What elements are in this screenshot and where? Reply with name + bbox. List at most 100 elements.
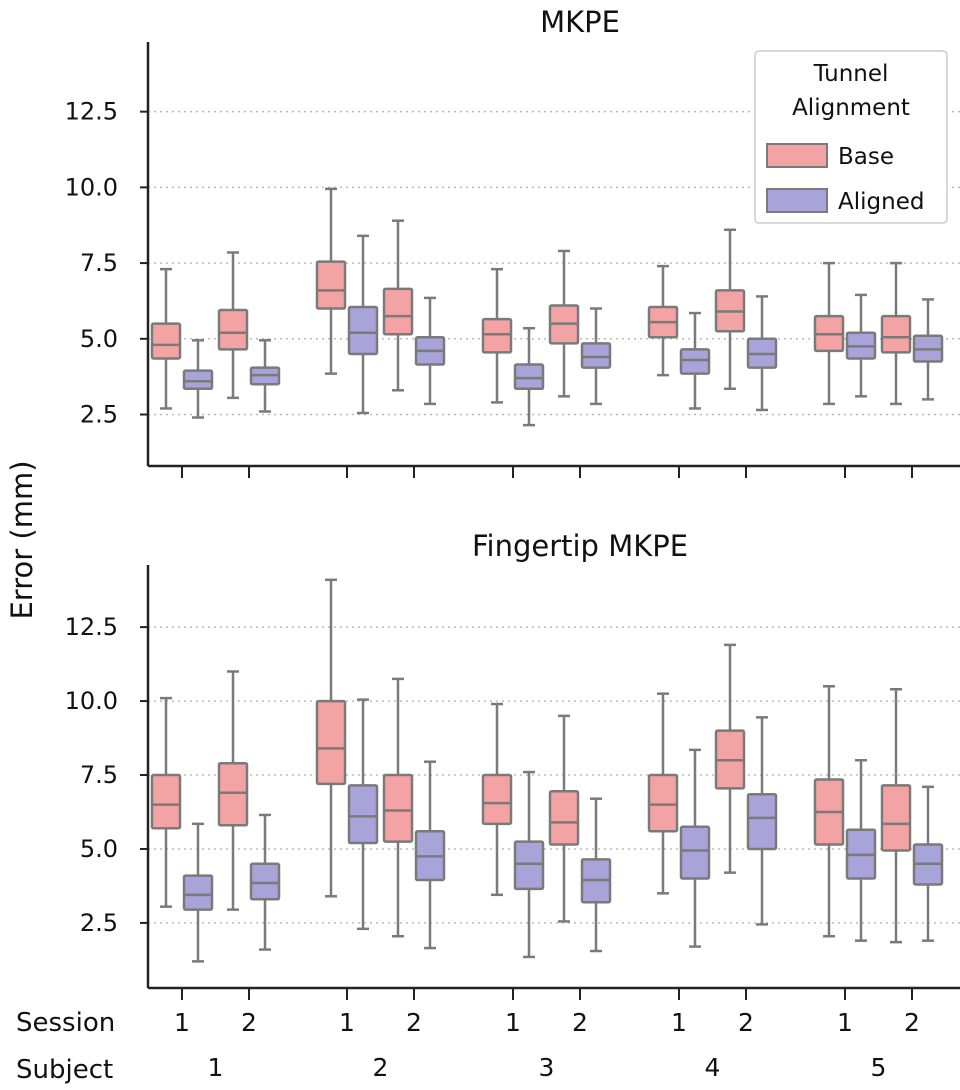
box-aligned [513, 326, 545, 427]
box-aligned [414, 296, 446, 406]
session-label: 1 [837, 1008, 853, 1037]
session-label: 2 [241, 1008, 257, 1037]
box-aligned [249, 813, 281, 951]
box-aligned [580, 307, 612, 406]
box-base [880, 261, 912, 406]
box-aligned [513, 770, 545, 959]
panel-title: MKPE [540, 5, 620, 39]
box-base [813, 261, 845, 406]
box-aligned [845, 293, 877, 398]
box-aligned [182, 339, 214, 419]
box-iqr [580, 342, 612, 369]
legend: Tunnel Alignment Base Aligned [754, 50, 948, 224]
legend-entry-base: Base [838, 144, 894, 170]
legend-entry-aligned: Aligned [838, 189, 924, 215]
subject-label: 1 [208, 1053, 224, 1082]
box-base [647, 692, 679, 895]
box-iqr [347, 305, 379, 356]
box-base [217, 251, 249, 400]
box-iqr [150, 322, 182, 360]
box-aligned [347, 698, 379, 931]
box-iqr [382, 773, 414, 843]
box-iqr [481, 773, 513, 826]
subject-label: 3 [539, 1053, 555, 1082]
box-iqr [182, 369, 214, 391]
box-iqr [880, 784, 912, 852]
panel-title: Fingertip MKPE [472, 529, 688, 563]
box-base [647, 264, 679, 377]
session-label: 1 [505, 1008, 521, 1037]
y-tick-label: 2.5 [80, 909, 118, 937]
box-iqr [249, 862, 281, 901]
session-label: 2 [572, 1008, 588, 1037]
box-aligned [249, 339, 281, 413]
y-tick-label: 7.5 [80, 249, 118, 277]
box-base [150, 696, 182, 908]
box-aligned [912, 785, 944, 942]
legend-title-line1: Tunnel [813, 61, 889, 87]
box-iqr [647, 773, 679, 833]
box-iqr [679, 825, 711, 880]
box-base [714, 643, 746, 874]
box-aligned [912, 298, 944, 401]
session-label: 2 [406, 1008, 422, 1037]
box-aligned [679, 748, 711, 948]
box-base [382, 219, 414, 392]
y-axis-label: Error (mm) [5, 460, 39, 619]
box-iqr [481, 317, 513, 354]
panel-1: MKPE 2.5 5.0 7.5 10.0 12.5 [65, 5, 960, 478]
box-iqr [182, 874, 214, 911]
box-base [813, 685, 845, 938]
box-base [382, 677, 414, 938]
box-iqr [513, 363, 545, 391]
box-iqr [315, 699, 347, 786]
legend-swatch-base [766, 143, 828, 168]
subject-row: Subject 1 2 3 4 5 [16, 1053, 886, 1085]
legend-title-line2: Alignment [792, 95, 910, 121]
subject-row-label: Subject [16, 1055, 113, 1085]
box-iqr [746, 792, 778, 851]
legend-swatch-aligned [766, 188, 828, 213]
box-base [315, 578, 347, 898]
box-base [150, 267, 182, 410]
panel-2: Fingertip MKPE 2.5 5.0 7.5 10.0 12.5 [65, 529, 960, 1000]
y-tick-label: 5.0 [80, 325, 118, 353]
box-base [315, 187, 347, 375]
box-aligned [347, 234, 379, 415]
box-iqr [679, 348, 711, 375]
box-aligned [845, 758, 877, 942]
box-base [548, 714, 580, 923]
session-row: Session 1 2 1 2 1 2 1 2 1 2 [16, 1008, 920, 1038]
session-label: 2 [738, 1008, 754, 1037]
box-iqr [347, 784, 379, 845]
box-aligned [746, 716, 778, 926]
session-label: 1 [339, 1008, 355, 1037]
box-aligned [580, 797, 612, 953]
box-iqr [513, 840, 545, 891]
session-label: 2 [904, 1008, 920, 1037]
box-iqr [548, 790, 580, 846]
session-label: 1 [671, 1008, 687, 1037]
session-row-label: Session [16, 1008, 115, 1038]
subject-label: 2 [373, 1053, 389, 1082]
y-tick-label: 12.5 [65, 613, 118, 641]
box-iqr [382, 287, 414, 336]
box-aligned [182, 822, 214, 963]
box-aligned [414, 760, 446, 950]
y-tick-label: 10.0 [65, 173, 118, 201]
y-tick-label: 5.0 [80, 835, 118, 863]
box-base [217, 670, 249, 911]
box-base [714, 228, 746, 391]
box-iqr [315, 260, 347, 310]
subject-label: 5 [871, 1053, 887, 1082]
legend-frame [754, 50, 948, 224]
y-tick-label: 12.5 [65, 98, 118, 126]
box-iqr [217, 308, 249, 351]
box-iqr [880, 314, 912, 354]
box-aligned [679, 311, 711, 410]
session-label: 1 [174, 1008, 190, 1037]
y-tick-label: 7.5 [80, 761, 118, 789]
box-iqr [217, 761, 249, 827]
box-base [481, 702, 513, 897]
